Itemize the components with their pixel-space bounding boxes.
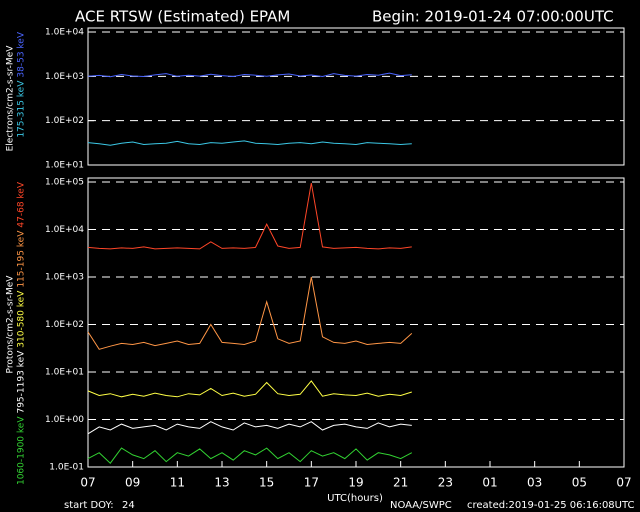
y-tick-label: 1.0E+05 (45, 178, 84, 188)
x-tick-label: 01 (482, 476, 497, 490)
x-tick-label: 23 (438, 476, 453, 490)
annotation: start DOY: (64, 500, 114, 511)
annotation: NOAA/SWPC (390, 500, 452, 511)
legend-label: 115-195 keV (17, 230, 27, 288)
series-line (87, 447, 413, 464)
y-tick-label: 1.0E+04 (45, 28, 84, 38)
legend-label: 47-68 keV (17, 181, 27, 227)
x-tick-label: 17 (304, 476, 319, 490)
x-tick-label: 15 (259, 476, 274, 490)
x-tick-label: 07 (616, 476, 631, 490)
y-tick-label: 1.0E+04 (45, 225, 84, 235)
y-tick-label: 1.0E+00 (45, 415, 84, 425)
series-line (87, 72, 412, 78)
x-tick-label: 13 (214, 476, 229, 490)
plot-frame (87, 177, 625, 468)
x-tick-label: 19 (348, 476, 363, 490)
annotation: created:2019-01-25 06:16:08UTC (467, 500, 635, 511)
chart-title: ACE RTSW (Estimated) EPAM (75, 8, 290, 26)
legend-label: 1060-1900 keV (17, 416, 27, 485)
y-axis-title: Electrons/cm2-s-sr-MeV (6, 45, 16, 152)
x-tick-label: 11 (170, 476, 185, 490)
y-tick-label: 1.0E+02 (45, 116, 84, 126)
y-tick-label: 1.0E+01 (45, 161, 84, 171)
x-tick-label: 05 (572, 476, 587, 490)
series-line (87, 140, 412, 146)
legend-label: 175-315 keV (17, 80, 27, 138)
x-tick-label: 21 (393, 476, 408, 490)
series-line (87, 183, 412, 250)
legend-label: 310-580 keV (17, 290, 27, 348)
annotation: 24 (122, 500, 135, 511)
y-tick-label: 1.0E+03 (45, 273, 84, 283)
x-tick-label: 07 (80, 476, 95, 490)
series-line (87, 276, 413, 350)
legend-label: 38-53 keV (17, 31, 27, 77)
series-line (87, 380, 412, 398)
y-tick-label: 1.0E+01 (45, 368, 84, 378)
y-tick-label: 1.0E+03 (45, 72, 84, 82)
y-tick-label: 1.0E-01 (49, 463, 84, 473)
x-tick-label: 09 (125, 476, 140, 490)
chart-subtitle: Begin: 2019-01-24 07:00:00UTC (372, 8, 614, 26)
y-axis-title: Protons/cm2-s-sr-MeV (6, 275, 16, 374)
y-tick-label: 1.0E+02 (45, 320, 84, 330)
series-line (87, 421, 412, 435)
legend-label: 795-1193 keV (17, 350, 27, 414)
x-tick-label: 03 (527, 476, 542, 490)
x-axis-title: UTC(hours) (327, 493, 383, 504)
